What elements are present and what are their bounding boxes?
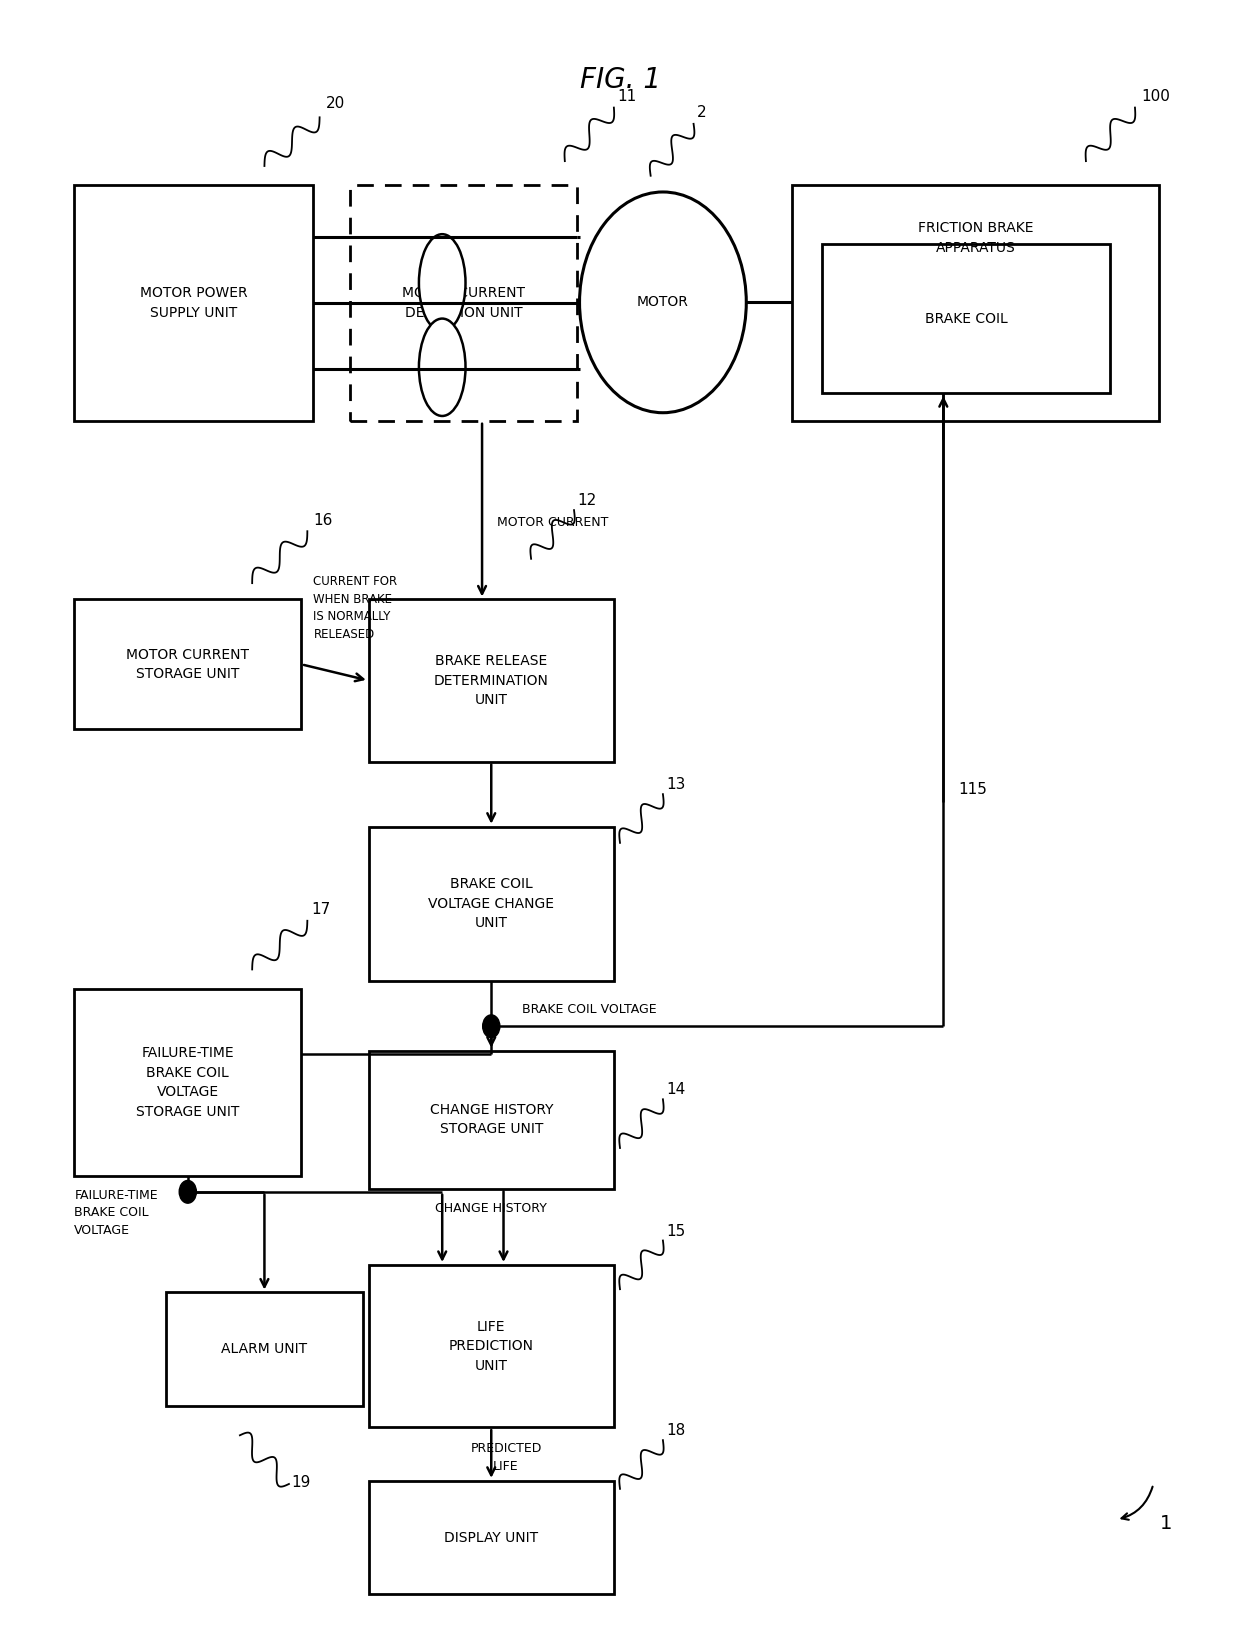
Text: PREDICTED
LIFE: PREDICTED LIFE	[470, 1442, 542, 1473]
Text: 115: 115	[959, 782, 987, 797]
Bar	[166, 1293, 362, 1406]
Bar	[350, 185, 577, 421]
Text: 100: 100	[1141, 88, 1171, 105]
Text: 13: 13	[667, 778, 686, 792]
Ellipse shape	[419, 319, 465, 416]
Text: 14: 14	[667, 1082, 686, 1097]
Bar	[74, 989, 301, 1175]
Circle shape	[579, 192, 746, 413]
Text: BRAKE COIL: BRAKE COIL	[925, 311, 1008, 326]
Text: BRAKE COIL VOLTAGE: BRAKE COIL VOLTAGE	[522, 1003, 656, 1017]
Bar	[368, 1051, 614, 1188]
Text: BRAKE COIL
VOLTAGE CHANGE
UNIT: BRAKE COIL VOLTAGE CHANGE UNIT	[428, 877, 554, 930]
Bar	[74, 599, 301, 728]
Circle shape	[482, 1015, 500, 1038]
Text: FIG. 1: FIG. 1	[579, 65, 661, 93]
Bar	[822, 244, 1111, 393]
Bar	[74, 185, 314, 421]
Circle shape	[180, 1180, 196, 1203]
Text: CURRENT FOR
WHEN BRAKE
IS NORMALLY
RELEASED: CURRENT FOR WHEN BRAKE IS NORMALLY RELEA…	[314, 575, 398, 640]
Bar	[368, 599, 614, 761]
Text: 18: 18	[667, 1423, 686, 1439]
Text: MOTOR CURRENT: MOTOR CURRENT	[497, 516, 608, 529]
Text: FRICTION BRAKE
APPARATUS: FRICTION BRAKE APPARATUS	[918, 221, 1033, 255]
Text: CHANGE HISTORY
STORAGE UNIT: CHANGE HISTORY STORAGE UNIT	[429, 1103, 553, 1136]
Text: LIFE
PREDICTION
UNIT: LIFE PREDICTION UNIT	[449, 1319, 533, 1372]
Text: MOTOR POWER
SUPPLY UNIT: MOTOR POWER SUPPLY UNIT	[140, 286, 248, 319]
Text: 2: 2	[697, 105, 707, 120]
Text: 16: 16	[314, 512, 332, 527]
Text: 15: 15	[667, 1223, 686, 1239]
Text: DISPLAY UNIT: DISPLAY UNIT	[444, 1531, 538, 1545]
Bar	[368, 1481, 614, 1594]
Ellipse shape	[419, 234, 465, 332]
Text: MOTOR CURRENT
DETECTION UNIT: MOTOR CURRENT DETECTION UNIT	[402, 286, 526, 319]
Text: BRAKE RELEASE
DETERMINATION
UNIT: BRAKE RELEASE DETERMINATION UNIT	[434, 655, 548, 707]
Text: FAILURE-TIME
BRAKE COIL
VOLTAGE
STORAGE UNIT: FAILURE-TIME BRAKE COIL VOLTAGE STORAGE …	[136, 1046, 239, 1118]
Bar	[791, 185, 1159, 421]
Bar	[368, 827, 614, 981]
Text: MOTOR: MOTOR	[637, 295, 689, 309]
Text: 1: 1	[1159, 1514, 1172, 1534]
Text: CHANGE HISTORY: CHANGE HISTORY	[435, 1202, 547, 1215]
Bar	[368, 1265, 614, 1427]
Text: 12: 12	[578, 493, 596, 507]
Text: MOTOR CURRENT
STORAGE UNIT: MOTOR CURRENT STORAGE UNIT	[126, 648, 249, 681]
Text: 20: 20	[326, 95, 345, 111]
Text: 11: 11	[618, 88, 637, 105]
Text: FAILURE-TIME
BRAKE COIL
VOLTAGE: FAILURE-TIME BRAKE COIL VOLTAGE	[74, 1188, 157, 1236]
Text: ALARM UNIT: ALARM UNIT	[222, 1342, 308, 1357]
Text: 19: 19	[291, 1475, 311, 1490]
Text: 17: 17	[311, 902, 330, 917]
